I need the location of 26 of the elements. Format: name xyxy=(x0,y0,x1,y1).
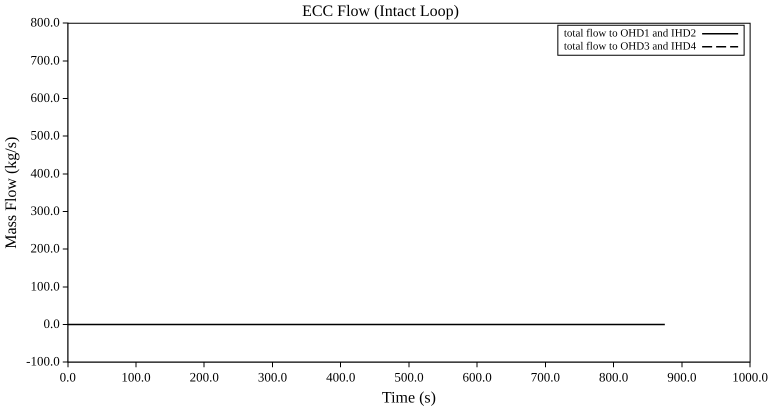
y-tick-label: 800.0 xyxy=(30,14,60,30)
x-tick-label: 500.0 xyxy=(394,369,424,384)
y-tick-label: 300.0 xyxy=(30,202,60,218)
y-tick-label: 700.0 xyxy=(30,52,60,68)
legend-label: total flow to OHD1 and IHD2 xyxy=(564,28,696,40)
x-tick-label: 100.0 xyxy=(121,369,151,384)
chart-title: ECC Flow (Intact Loop) xyxy=(302,2,459,20)
x-tick-label: 400.0 xyxy=(326,369,356,384)
y-tick-label: 0.0 xyxy=(44,316,60,331)
x-tick-label: 800.0 xyxy=(599,369,628,384)
y-tick-label: 100.0 xyxy=(30,278,60,294)
y-tick-label: -100.0 xyxy=(26,354,60,369)
y-tick-label: 500.0 xyxy=(30,128,60,143)
y-tick-label: 400.0 xyxy=(30,165,60,180)
x-tick-label: 900.0 xyxy=(667,369,697,384)
x-tick-label: 700.0 xyxy=(530,369,560,384)
x-tick-label: 0.0 xyxy=(60,369,76,384)
x-tick-label: 200.0 xyxy=(190,369,219,384)
x-tick-label: 300.0 xyxy=(258,369,288,384)
x-tick-label: 1000.0 xyxy=(732,369,768,384)
y-axis-title: Mass Flow (kg/s) xyxy=(2,136,20,249)
y-tick-label: 200.0 xyxy=(30,240,60,256)
legend-label: total flow to OHD3 and IHD4 xyxy=(564,40,697,53)
x-tick-label: 600.0 xyxy=(462,369,492,384)
y-tick-label: 600.0 xyxy=(30,90,60,105)
x-axis-title: Time (s) xyxy=(382,390,436,407)
